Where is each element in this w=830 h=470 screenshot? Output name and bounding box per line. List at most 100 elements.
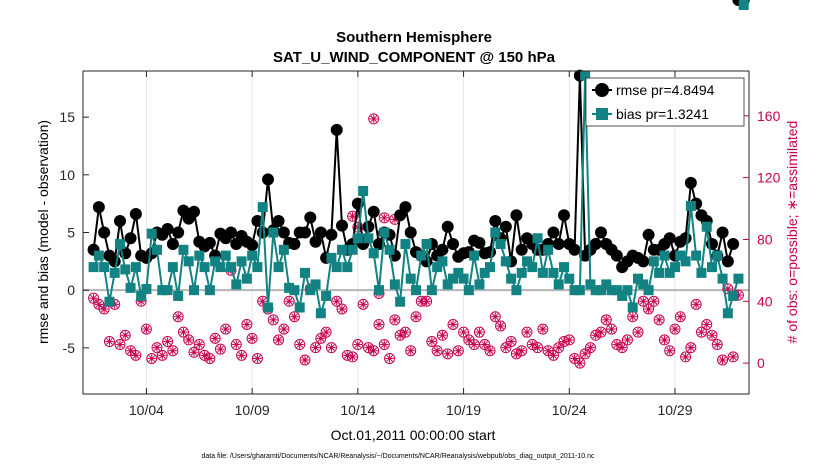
obs-possible-point xyxy=(468,339,480,351)
obs-possible-point xyxy=(294,339,306,351)
bias-point xyxy=(701,221,712,232)
obs-possible-point xyxy=(167,345,179,357)
obs-possible-point xyxy=(473,326,485,338)
obs-possible-point xyxy=(204,352,216,364)
bias-point xyxy=(278,244,289,255)
bias-point xyxy=(263,302,273,313)
rmse-point xyxy=(304,211,317,224)
obs-assimilated-point xyxy=(89,293,98,303)
obs-assimilated-point xyxy=(432,346,442,355)
y-left-tick-label: 0 xyxy=(67,282,75,298)
obs-assimilated-point xyxy=(237,351,246,360)
obs-assimilated-point xyxy=(411,312,421,321)
rmse-point xyxy=(716,226,729,239)
obs-possible-point xyxy=(495,320,507,332)
obs-assimilated-point xyxy=(485,346,495,355)
obs-assimilated-point xyxy=(348,352,357,362)
rmse-point xyxy=(172,226,185,239)
obs-possible-point xyxy=(600,314,612,326)
bias-point xyxy=(458,273,469,284)
obs-possible-point xyxy=(267,314,279,326)
bias-point xyxy=(331,262,342,273)
bias-point xyxy=(189,285,199,296)
obs-possible-point xyxy=(584,342,596,354)
rmse-point xyxy=(547,226,560,239)
obs-possible-point xyxy=(151,342,163,354)
obs-assimilated-point xyxy=(443,349,452,359)
obs-possible-point xyxy=(621,334,633,346)
obs-assimilated-point xyxy=(300,355,310,365)
obs-assimilated-point xyxy=(369,346,378,355)
rmse-point xyxy=(166,238,179,251)
legend-rmse-label: rmse pr=4.8494 xyxy=(616,82,715,98)
rmse-point xyxy=(727,238,740,251)
obs-possible-point xyxy=(352,339,364,351)
obs-assimilated-point xyxy=(210,334,220,343)
obs-assimilated-point xyxy=(617,343,627,352)
obs-assimilated-point xyxy=(475,327,484,337)
rmse-point xyxy=(92,201,105,214)
obs-assimilated-point xyxy=(427,337,437,346)
bias-point xyxy=(442,279,453,290)
y-right-tick-label: 120 xyxy=(757,170,781,186)
obs-assimilated-point xyxy=(670,324,680,334)
obs-possible-point xyxy=(251,352,263,364)
obs-assimilated-point xyxy=(311,343,320,352)
obs-assimilated-point xyxy=(279,324,289,334)
bias-point xyxy=(321,290,332,301)
obs-assimilated-point xyxy=(596,327,606,337)
obs-assimilated-point xyxy=(639,297,648,306)
obs-possible-point xyxy=(436,329,448,341)
obs-assimilated-point xyxy=(628,312,637,321)
bias-point xyxy=(432,262,443,273)
obs-assimilated-point xyxy=(580,349,590,359)
obs-assimilated-point xyxy=(665,346,674,355)
legend-bias-label: bias pr=1.3241 xyxy=(616,106,709,122)
bias-point xyxy=(722,308,733,319)
bias-point xyxy=(506,273,517,284)
x-tick-label: 10/19 xyxy=(446,402,481,418)
bias-point xyxy=(717,273,728,284)
rmse-point xyxy=(299,226,311,239)
obs-assimilated-point xyxy=(406,346,415,355)
obs-possible-point xyxy=(516,345,528,357)
bias-point xyxy=(88,262,99,273)
obs-possible-point xyxy=(246,332,258,344)
bias-point xyxy=(532,233,543,244)
bias-point xyxy=(389,279,400,290)
obs-possible-point xyxy=(447,318,459,330)
obs-possible-point xyxy=(653,314,665,326)
y-left-tick-label: 5 xyxy=(67,225,75,241)
obs-assimilated-point xyxy=(480,340,489,349)
rmse-point xyxy=(436,243,449,256)
obs-possible-point xyxy=(183,334,195,346)
bias-point xyxy=(326,252,337,263)
y-axis-right-label: # of obs: o=possible; ∗=assimilated xyxy=(784,121,800,344)
rmse-point xyxy=(362,220,375,233)
rmse-point xyxy=(98,226,111,239)
obs-assimilated-point xyxy=(422,297,431,306)
bias-point xyxy=(178,244,189,255)
bias-point xyxy=(453,267,464,278)
x-tick-label: 10/04 xyxy=(129,402,164,418)
obs-assimilated-point xyxy=(633,327,643,337)
obs-assimilated-point xyxy=(374,320,384,329)
obs-assimilated-point xyxy=(654,315,664,325)
obs-possible-point xyxy=(103,335,115,347)
obs-possible-point xyxy=(431,345,443,357)
rmse-point xyxy=(272,214,285,227)
obs-possible-point xyxy=(162,335,174,347)
bias-point xyxy=(680,256,691,267)
obs-assimilated-point xyxy=(168,346,178,355)
bias-point xyxy=(633,273,643,284)
obs-assimilated-point xyxy=(358,300,368,309)
rmse-point xyxy=(309,235,322,248)
obs-assimilated-point xyxy=(702,320,711,329)
x-tick-label: 10/29 xyxy=(657,402,692,418)
bias-point xyxy=(622,285,633,296)
bias-point xyxy=(130,262,141,273)
obs-possible-point xyxy=(616,342,628,354)
obs-possible-point xyxy=(230,339,242,351)
bias-point xyxy=(268,227,279,238)
chart-title-line2: SAT_U_WIND_COMPONENT @ 150 hPa xyxy=(273,49,556,66)
